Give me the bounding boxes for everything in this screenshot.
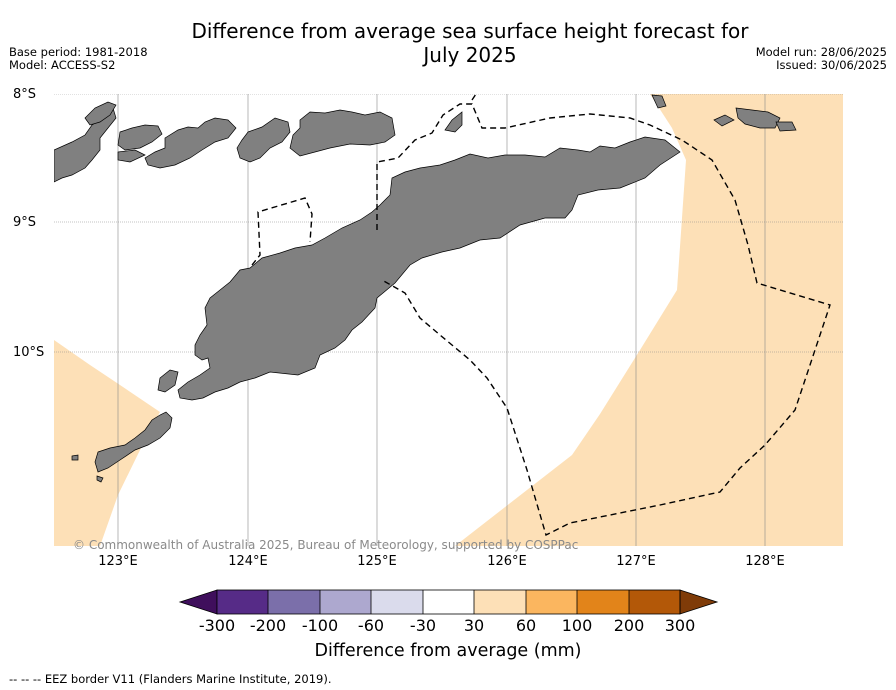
model-name: Model: ACCESS-S2 bbox=[9, 58, 116, 72]
lembata-island bbox=[144, 117, 237, 169]
kisar-island bbox=[651, 94, 667, 109]
issued-date: Issued: 30/06/2025 bbox=[776, 58, 887, 72]
lat-label-8s: 8°S bbox=[13, 87, 37, 102]
lat-label-9s: 9°S bbox=[13, 215, 37, 230]
colorbar-tick-1: -300 bbox=[198, 616, 236, 635]
colorbar bbox=[178, 589, 719, 615]
colorbar-tick-4: -60 bbox=[357, 616, 385, 635]
lat-label-10s: 10°S bbox=[13, 345, 45, 360]
lon-label-125e: 125°E bbox=[357, 554, 397, 569]
colorbar-label: Difference from average (mm) bbox=[314, 641, 582, 661]
wetar-island bbox=[444, 111, 463, 133]
colorbar-tick-2: -200 bbox=[249, 616, 287, 635]
map-canvas bbox=[54, 94, 843, 546]
rote-island bbox=[94, 411, 173, 473]
meta-left: Base period: 1981-2018 Model: ACCESS-S2 bbox=[9, 46, 148, 72]
map-title: Difference from average sea surface heig… bbox=[150, 19, 790, 67]
colorbar-tick-7: 60 bbox=[515, 616, 537, 635]
leti-islands bbox=[735, 107, 781, 129]
meta-right: Model run: 28/06/2025 Issued: 30/06/2025 bbox=[756, 46, 887, 72]
adonara-island bbox=[117, 124, 163, 151]
colorbar-tick-5: -30 bbox=[409, 616, 437, 635]
eez-north bbox=[471, 94, 477, 101]
moa-island bbox=[713, 114, 735, 127]
pantar-island bbox=[236, 117, 291, 163]
colorbar-bin-2 bbox=[268, 590, 320, 614]
lakor-island bbox=[775, 121, 797, 132]
anomaly-region-west bbox=[54, 340, 160, 546]
ndana-island bbox=[96, 475, 104, 483]
ndao-island bbox=[71, 454, 79, 461]
lon-label-126e: 126°E bbox=[487, 554, 527, 569]
model-run: Model run: 28/06/2025 bbox=[755, 45, 887, 59]
flores-tip bbox=[84, 101, 117, 126]
colorbar-tick-3: -100 bbox=[301, 616, 339, 635]
colorbar-tick-8: 100 bbox=[561, 616, 593, 635]
lon-label-127e: 127°E bbox=[616, 554, 656, 569]
colorbar-bin-9 bbox=[629, 590, 680, 614]
colorbar-tick-9: 200 bbox=[613, 616, 645, 635]
colorbar-tick-6: 30 bbox=[463, 616, 485, 635]
timor-island bbox=[177, 136, 681, 401]
eez-borders bbox=[251, 94, 831, 537]
colorbar-bin-3 bbox=[320, 590, 371, 614]
title-line-2: July 2025 bbox=[423, 43, 517, 67]
colorbar-bin-5 bbox=[423, 590, 474, 614]
solor-island bbox=[117, 149, 146, 163]
flores-east bbox=[54, 107, 117, 183]
colorbar-arrow-low bbox=[178, 589, 218, 615]
base-period: Base period: 1981-2018 bbox=[9, 45, 148, 59]
lon-label-124e: 124°E bbox=[228, 554, 268, 569]
copyright-notice: © Commonwealth of Australia 2025, Bureau… bbox=[73, 538, 579, 552]
alor-islands bbox=[289, 109, 396, 157]
eez-legend-note: -- -- -- EEZ border V11 (Flanders Marine… bbox=[9, 672, 332, 686]
eez-oecusse bbox=[251, 197, 313, 266]
colorbar-bin-7 bbox=[526, 590, 577, 614]
title-line-1: Difference from average sea surface heig… bbox=[191, 19, 749, 43]
colorbar-bin-8 bbox=[577, 590, 629, 614]
colorbar-bin-4 bbox=[371, 590, 423, 614]
colorbar-bin-1 bbox=[217, 590, 268, 614]
lon-label-128e: 128°E bbox=[745, 554, 785, 569]
anomaly-region-east bbox=[455, 94, 843, 546]
colorbar-arrow-high bbox=[679, 589, 719, 615]
colorbar-bin-6 bbox=[474, 590, 526, 614]
colorbar-tick-10: 300 bbox=[664, 616, 696, 635]
semau-island bbox=[157, 369, 179, 393]
lon-label-123e: 123°E bbox=[98, 554, 138, 569]
